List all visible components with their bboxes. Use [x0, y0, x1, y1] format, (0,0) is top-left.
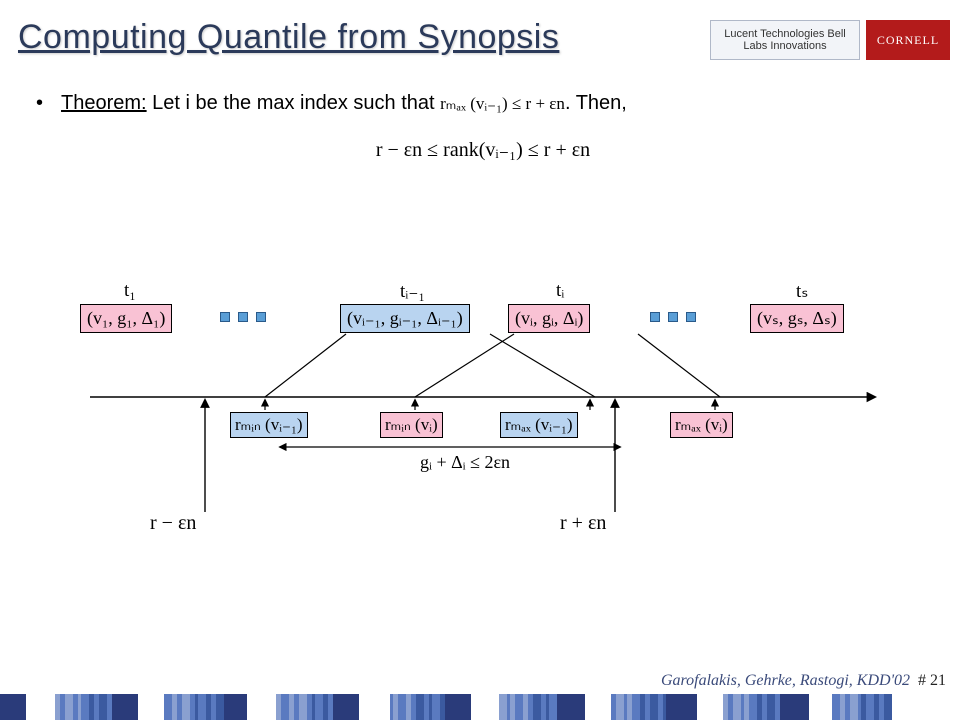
range-box-rmax_i: rₘₐₓ (vᵢ) [670, 412, 733, 438]
footer-authors: Garofalakis, Gehrke, Rastogi, KDD'02 [661, 672, 910, 689]
theorem-line: • Theorem: Let i be the max index such t… [36, 92, 930, 115]
rank-inequality: r − εn ≤ rank(vᵢ₋₁) ≤ r + εn [36, 137, 930, 162]
tuple-label-ts: tₛ [796, 280, 808, 303]
footer-page: # 21 [918, 672, 946, 689]
theorem-condition: rₘₐₓ (vᵢ₋₁) ≤ r + εn [440, 94, 565, 113]
lucent-logo: Lucent Technologies Bell Labs Innovation… [710, 20, 860, 60]
ellipsis-dots [650, 312, 696, 322]
tuple-box-ts: (vₛ, gₛ, Δₛ) [750, 304, 844, 333]
theorem-label: Theorem: [61, 92, 147, 114]
tuple-label-t1: t₁ [124, 280, 136, 302]
range-box-rmin_im1: rₘᵢₙ (vᵢ₋₁) [230, 412, 308, 438]
footer: Garofalakis, Gehrke, Rastogi, KDD'02 # 2… [0, 672, 960, 720]
barcode-strip [0, 694, 960, 720]
quantile-diagram: t₁(v₁, g₁, Δ₁)tᵢ₋₁(vᵢ₋₁, gᵢ₋₁, Δᵢ₋₁)tᵢ(v… [60, 262, 900, 552]
bullet-icon: • [36, 92, 43, 115]
tuple-box-tim1: (vᵢ₋₁, gᵢ₋₁, Δᵢ₋₁) [340, 304, 470, 333]
logo-group: Lucent Technologies Bell Labs Innovation… [710, 20, 950, 60]
tuple-box-ti: (vᵢ, gᵢ, Δᵢ) [508, 304, 590, 333]
g-delta-bound: gᵢ + Δᵢ ≤ 2εn [420, 452, 510, 473]
tuple-label-tim1: tᵢ₋₁ [400, 280, 425, 303]
range-box-rmax_im1: rₘₐₓ (vᵢ₋₁) [500, 412, 578, 438]
r-plus-label: r + εn [560, 512, 606, 535]
tuple-label-ti: tᵢ [556, 280, 564, 302]
theorem-text: Let i be the max index such that [147, 92, 441, 114]
ellipsis-dots [220, 312, 266, 322]
range-box-rmin_i: rₘᵢₙ (vᵢ) [380, 412, 443, 438]
page-title: Computing Quantile from Synopsis [18, 18, 710, 57]
tuple-box-t1: (v₁, g₁, Δ₁) [80, 304, 172, 333]
cornell-logo: CORNELL [866, 20, 950, 60]
r-minus-label: r − εn [150, 512, 196, 535]
theorem-post: . Then, [565, 92, 627, 114]
